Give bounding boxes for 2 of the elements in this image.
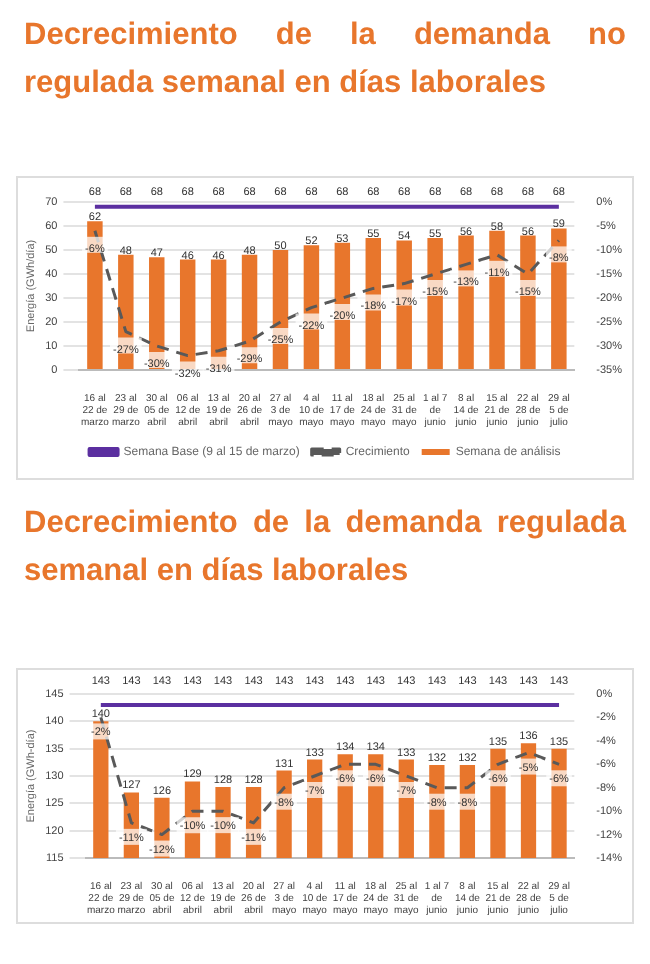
chart-title: Decrecimiento de la demanda regulada semanal en días laborales (22, 504, 629, 592)
chart-title: Decrecimiento de la demanda no regulada semanal en días laborales (22, 16, 628, 104)
